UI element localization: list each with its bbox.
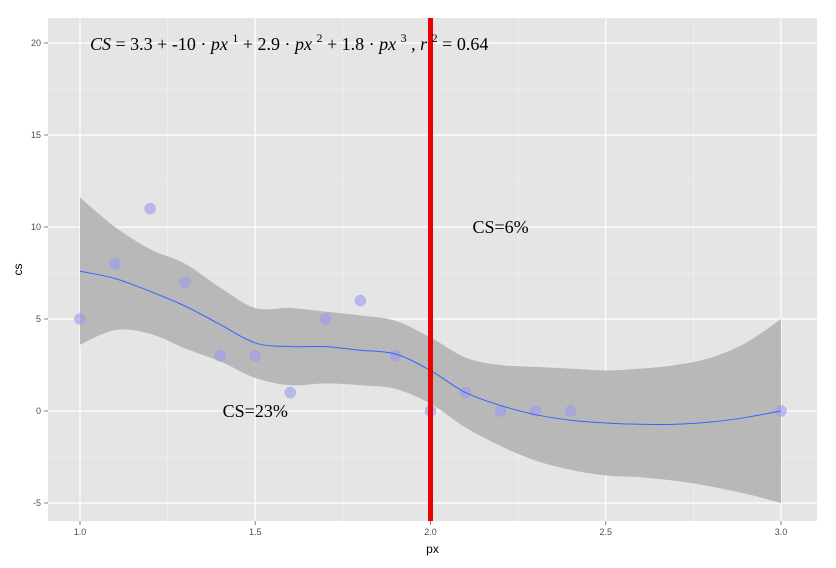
eq-c3: 1.8 bbox=[342, 34, 365, 54]
data-points bbox=[74, 202, 787, 417]
eq-r-exp: 2 bbox=[432, 31, 438, 45]
x-axis-label: px bbox=[426, 542, 439, 556]
data-point bbox=[249, 350, 261, 362]
eq-plus-1: + bbox=[157, 34, 172, 54]
x-tick-label: 3.0 bbox=[775, 527, 788, 537]
y-tick-label: 10 bbox=[31, 222, 41, 232]
eq-exp-2: 2 bbox=[316, 31, 322, 45]
x-tick-label: 1.0 bbox=[74, 527, 87, 537]
eq-dot-1: · bbox=[200, 34, 211, 54]
y-axis-label: cs bbox=[11, 264, 25, 276]
regression-equation: CS = 3.3 + -10 · px 1 + 2.9 · px 2 + 1.8… bbox=[90, 26, 488, 54]
eq-r-value: 0.64 bbox=[457, 34, 489, 54]
y-tick-label: 15 bbox=[31, 130, 41, 140]
eq-exp-1: 1 bbox=[232, 31, 238, 45]
eq-exp-3: 3 bbox=[401, 31, 407, 45]
eq-r-equals: = bbox=[442, 34, 457, 54]
eq-dot-3: · bbox=[369, 34, 380, 54]
annotations: CS=23% CS=6% bbox=[223, 217, 529, 421]
data-point bbox=[179, 276, 191, 288]
eq-c2: 2.9 bbox=[257, 34, 280, 54]
x-tick-label: 2.5 bbox=[599, 527, 612, 537]
eq-equals: = bbox=[116, 34, 131, 54]
x-axis-ticks: 1.0 1.5 2.0 2.5 3.0 bbox=[74, 521, 788, 537]
eq-dot-2: · bbox=[284, 34, 295, 54]
data-point bbox=[389, 350, 402, 362]
data-point bbox=[354, 294, 367, 307]
data-point bbox=[284, 386, 297, 399]
y-tick-label: 5 bbox=[36, 314, 41, 324]
y-tick-label: 20 bbox=[31, 38, 41, 48]
x-tick-label: 1.5 bbox=[249, 527, 262, 537]
eq-r-label: r bbox=[420, 34, 428, 54]
data-point bbox=[319, 313, 332, 325]
eq-plus-3: + bbox=[327, 34, 342, 54]
eq-lhs: CS bbox=[90, 34, 111, 54]
eq-plus-2: + bbox=[243, 34, 258, 54]
eq-var-2: px bbox=[293, 34, 312, 54]
y-tick-label: -5 bbox=[33, 498, 41, 508]
data-point bbox=[564, 405, 577, 417]
data-point bbox=[214, 350, 226, 362]
eq-c0: 3.3 bbox=[130, 34, 153, 54]
annotation-label: CS=23% bbox=[223, 401, 288, 421]
eq-c1: -10 bbox=[172, 34, 196, 54]
x-tick-label: 2.0 bbox=[424, 527, 437, 537]
eq-comma: , bbox=[411, 34, 420, 54]
y-axis-ticks: -5 0 5 10 15 20 bbox=[31, 38, 48, 508]
eq-var-1: px bbox=[209, 34, 228, 54]
data-point bbox=[144, 202, 156, 215]
data-point bbox=[74, 313, 86, 325]
eq-var-3: px bbox=[377, 34, 396, 54]
y-tick-label: 0 bbox=[36, 406, 41, 416]
annotation-label: CS=6% bbox=[473, 217, 529, 237]
data-point bbox=[109, 258, 121, 270]
